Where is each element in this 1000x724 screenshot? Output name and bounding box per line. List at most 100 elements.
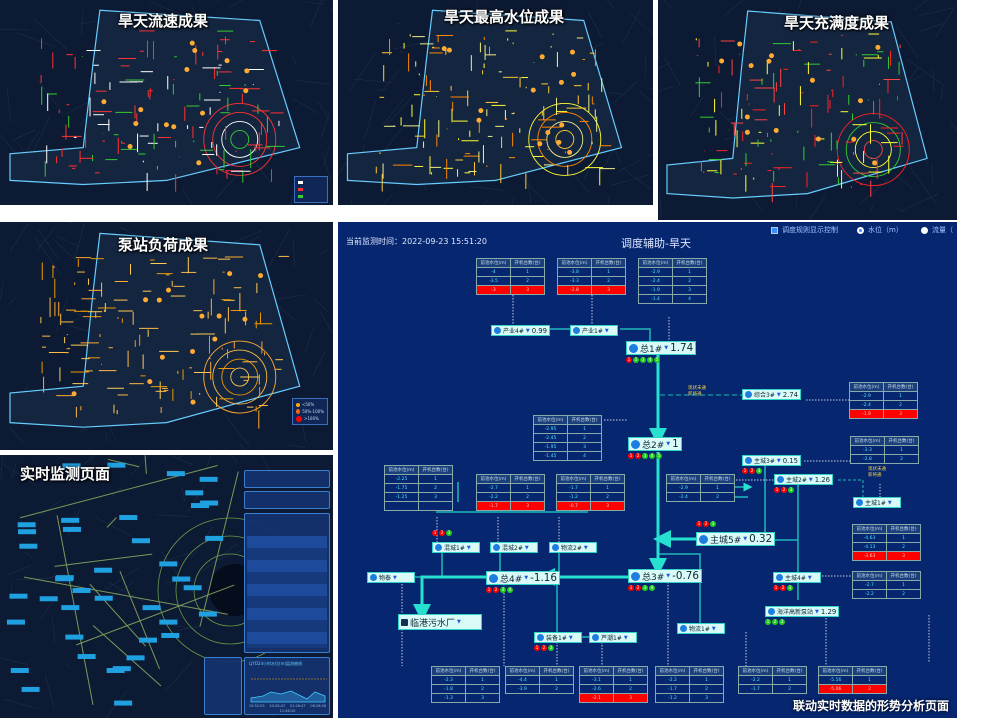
- pump-on-indicator: 4: [649, 453, 655, 459]
- table-row: -2.25 1: [384, 474, 453, 484]
- monitor-indicator-box[interactable]: [244, 491, 330, 509]
- rule-display-checkbox[interactable]: 调度规则显示控制: [771, 225, 838, 235]
- flow-radio[interactable]: 流量（: [921, 225, 953, 235]
- station-node-zc5[interactable]: 主城5# ▼ 0.32: [696, 532, 776, 546]
- fullness-map[interactable]: [658, 0, 957, 220]
- station-name: 物泰: [379, 575, 392, 582]
- table-row: -1.9 3: [638, 285, 707, 295]
- station-node-z3[interactable]: 总3# ▼ -0.76: [628, 569, 702, 583]
- dropdown-triangle-icon[interactable]: ▼: [711, 625, 716, 632]
- page-caption: 联动实时数据的形势分析页面: [792, 699, 949, 713]
- pipe-network-lines: [401, 289, 930, 666]
- realtime-monitor-panel[interactable]: 实时监测页面 LJYD24小时水位(m)监测曲线 15:52:03 20:26:4…: [0, 455, 333, 718]
- max-water-level-map[interactable]: [338, 0, 653, 205]
- station-node-cy1[interactable]: 产业1# ▼: [570, 325, 618, 336]
- table-row: -2.9 1: [638, 267, 707, 277]
- station-name: 海洋高新泵站: [777, 609, 814, 616]
- dropdown-triangle-icon[interactable]: ▼: [623, 634, 628, 641]
- station-node-wl1[interactable]: 物流1# ▼: [677, 623, 725, 634]
- pump-off-indicator: 1: [628, 453, 634, 459]
- dispatch-diagram-panel: 当前监测时间：2022-09-23 15:51:20 调度辅助-旱天 调度规则显…: [338, 222, 957, 718]
- station-node-zb1[interactable]: 装备1# ▼: [534, 632, 582, 643]
- pump-station-icon: [537, 634, 544, 641]
- dropdown-triangle-icon[interactable]: ▼: [807, 574, 812, 581]
- station-node-zh3[interactable]: 综合3# ▼ 2.74: [742, 389, 802, 400]
- station-name: 总4#: [500, 574, 523, 585]
- dropdown-triangle-icon[interactable]: ▼: [776, 391, 781, 398]
- flow-velocity-map[interactable]: [0, 0, 333, 205]
- dropdown-triangle-icon[interactable]: ▼: [466, 544, 471, 551]
- pump-rule-table: 前池水位(m) 开机台数(台) -3.8 1 -3.3 2 -2.8 3: [557, 258, 626, 295]
- pump-off-indicator: 2: [781, 487, 787, 493]
- dropdown-triangle-icon[interactable]: ▼: [568, 634, 573, 641]
- layer-control-box[interactable]: [244, 470, 330, 488]
- station-node-hy[interactable]: 海洋高新泵站 ▼ 1.29: [765, 606, 840, 617]
- panel-title: 旱天流速成果: [118, 12, 209, 30]
- monitor-list-box[interactable]: [244, 513, 330, 653]
- dropdown-triangle-icon[interactable]: ▼: [666, 573, 671, 579]
- table-row: -3.5 2: [476, 276, 545, 286]
- pump-station-icon: [631, 571, 640, 581]
- fullness-map-panel[interactable]: 旱天充满度成果: [658, 0, 957, 220]
- dropdown-triangle-icon[interactable]: ▼: [887, 499, 892, 506]
- station-node-cy4[interactable]: 产业4# ▼ 0.99: [491, 325, 551, 336]
- dropdown-triangle-icon[interactable]: ▼: [743, 536, 748, 542]
- pump-on-indicator: 2: [633, 357, 639, 363]
- dropdown-triangle-icon[interactable]: ▼: [583, 544, 588, 551]
- panel-title: 实时监测页面: [20, 465, 111, 483]
- station-name: 芦潮1#: [601, 635, 622, 642]
- dropdown-triangle-icon[interactable]: ▼: [664, 345, 669, 351]
- dropdown-triangle-icon[interactable]: ▼: [815, 608, 819, 615]
- station-node-z4[interactable]: 总4# ▼ -1.16: [486, 571, 560, 585]
- dropdown-triangle-icon[interactable]: ▼: [604, 327, 609, 334]
- pump-off-indicator: 2: [635, 453, 641, 459]
- station-node-zc4[interactable]: 主城4# ▼: [773, 572, 821, 583]
- water-level-radio[interactable]: 水位（m）: [857, 225, 903, 235]
- pump-load-map-panel[interactable]: 泵站负荷成果 <50% 50%-100% >100%: [0, 222, 333, 450]
- dropdown-triangle-icon[interactable]: ▼: [393, 574, 397, 581]
- dropdown-triangle-icon[interactable]: ▼: [457, 619, 461, 625]
- dropdown-triangle-icon[interactable]: ▼: [524, 544, 529, 551]
- pump-rule-table: 前池水位(m) 开机台数(台) -2.95 1 -2.45 2 -1.95 3 -1.45 4: [533, 415, 602, 461]
- table-row: -5.56 1: [818, 675, 887, 685]
- station-value: 1: [672, 438, 679, 450]
- dropdown-triangle-icon[interactable]: ▼: [808, 476, 813, 483]
- station-node-wl2[interactable]: 物流2# ▼: [549, 542, 597, 553]
- station-node-zc2[interactable]: 主城2# ▼ 1.26: [774, 474, 834, 485]
- station-node-lg[interactable]: 临港污水厂 ▼: [398, 614, 482, 630]
- dropdown-triangle-icon[interactable]: ▼: [666, 441, 671, 447]
- table-row: -2.8 2: [850, 454, 919, 464]
- station-node-lc1[interactable]: 芦潮1# ▼: [589, 632, 637, 643]
- dropdown-triangle-icon[interactable]: ▼: [524, 575, 529, 581]
- table-row: -2.7 1: [852, 580, 921, 590]
- dropdown-triangle-icon[interactable]: ▼: [776, 457, 781, 464]
- pump-station-icon: [631, 439, 640, 449]
- pump-on-indicator: 3: [548, 645, 554, 651]
- station-node-hc1[interactable]: 混城1# ▼: [432, 542, 480, 553]
- station-name: 主城1#: [865, 500, 886, 507]
- trend-time-axis: 15:52:03 20:26:47 01:26:47 06:26:26 11:46:20: [248, 704, 327, 713]
- pump-off-indicator: 2: [439, 530, 445, 536]
- pump-rule-table: 前池水位(m) 开机台数(台) -2.7 1 -2.2 2: [852, 571, 921, 599]
- table-row: -2.95 1: [533, 424, 602, 434]
- flow-velocity-map-panel[interactable]: 旱天流速成果: [0, 0, 333, 205]
- pump-load-map[interactable]: [0, 222, 333, 450]
- station-node-z1[interactable]: 总1# ▼ 1.74: [626, 341, 697, 355]
- pump-rule-table: 前池水位(m) 开机台数(台) -2.3 1 -1.8 2 -1.3 3: [431, 666, 500, 703]
- pump-off-indicator: 2: [541, 645, 547, 651]
- station-node-z2[interactable]: 总2# ▼ 1: [628, 437, 682, 451]
- dropdown-triangle-icon[interactable]: ▼: [525, 327, 530, 334]
- station-node-zc1[interactable]: 主城1# ▼: [853, 497, 901, 508]
- pump-station-icon: [680, 625, 687, 632]
- station-value: 0.99: [531, 326, 548, 335]
- pump-rule-table: 前池水位(m) 开机台数(台) -2.9 1 -2.4 2 -1.9 3 -1.4 4: [638, 258, 707, 304]
- station-node-hc2[interactable]: 混城2# ▼: [490, 542, 538, 553]
- table-row: -1.45 4: [533, 451, 602, 461]
- pump-rule-table: 前池水位(m) 开机台数(台) -3.3 1 -2.8 2: [850, 436, 919, 464]
- table-row: -1.7 3: [476, 501, 545, 511]
- station-node-zc3[interactable]: 主城3# ▼ 0.15: [742, 455, 802, 466]
- max-water-level-map-panel[interactable]: 旱天最高水位成果: [338, 0, 653, 205]
- pump-on-indicator: 3: [787, 585, 793, 591]
- station-node-wt[interactable]: 物泰 ▼: [367, 572, 415, 583]
